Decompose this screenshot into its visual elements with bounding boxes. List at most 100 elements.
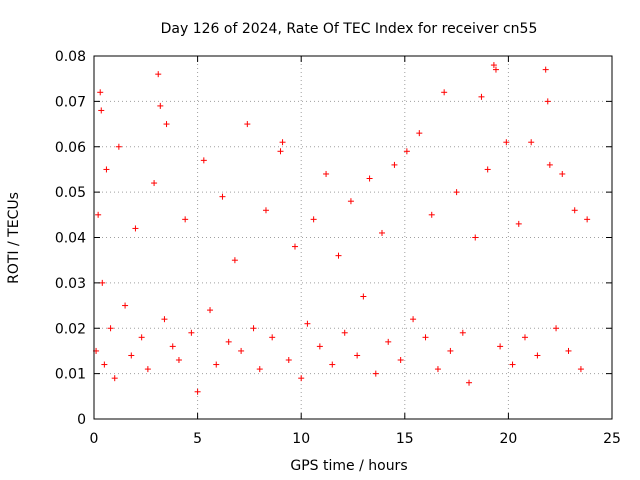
data-point	[101, 361, 108, 368]
data-point	[262, 207, 269, 214]
x-tick-label: 5	[193, 431, 202, 447]
data-point	[503, 139, 510, 146]
data-point	[509, 361, 516, 368]
data-point	[528, 139, 535, 146]
data-point	[99, 279, 106, 286]
data-point	[151, 180, 158, 187]
data-point	[194, 388, 201, 395]
y-tick-label: 0	[77, 412, 86, 428]
data-point	[403, 148, 410, 155]
data-point	[453, 189, 460, 196]
y-tick-label: 0.06	[55, 140, 86, 156]
data-point	[291, 243, 298, 250]
x-tick-label: 0	[90, 431, 99, 447]
data-point	[207, 307, 214, 314]
data-point	[157, 102, 164, 109]
data-point	[584, 216, 591, 223]
data-point	[285, 357, 292, 364]
data-point	[484, 166, 491, 173]
data-point	[428, 211, 435, 218]
data-point	[577, 366, 584, 373]
data-point	[379, 229, 386, 236]
data-point	[434, 366, 441, 373]
data-point	[416, 130, 423, 137]
data-point	[347, 198, 354, 205]
x-tick-label: 15	[396, 431, 414, 447]
data-point	[546, 161, 553, 168]
data-point	[478, 93, 485, 100]
data-point	[544, 98, 551, 105]
y-tick-label: 0.08	[55, 49, 86, 65]
data-point	[256, 366, 263, 373]
data-point	[341, 329, 348, 336]
data-point	[169, 343, 176, 350]
data-point	[559, 170, 566, 177]
data-point	[155, 71, 162, 78]
x-axis-ticks: 0 5 10 15 20 25	[90, 56, 621, 447]
x-tick-label: 20	[499, 431, 517, 447]
data-point	[163, 121, 170, 128]
data-point	[397, 357, 404, 364]
data-point	[459, 329, 466, 336]
data-point	[95, 211, 102, 218]
data-point	[132, 225, 139, 232]
y-tick-label: 0.05	[55, 185, 86, 201]
data-point	[391, 161, 398, 168]
data-point	[238, 347, 245, 354]
chart-title: Day 126 of 2024, Rate Of TEC Index for r…	[161, 21, 538, 37]
data-point	[269, 334, 276, 341]
data-point	[97, 89, 104, 96]
data-point	[521, 334, 528, 341]
data-points	[93, 62, 591, 395]
data-point	[103, 166, 110, 173]
y-tick-label: 0.04	[55, 231, 86, 247]
data-point	[316, 343, 323, 350]
data-point	[277, 148, 284, 155]
data-point	[310, 216, 317, 223]
data-point	[553, 325, 560, 332]
data-point	[571, 207, 578, 214]
x-tick-label: 25	[603, 431, 621, 447]
y-tick-label: 0.03	[55, 276, 86, 292]
data-point	[447, 347, 454, 354]
data-point	[175, 357, 182, 364]
data-point	[250, 325, 257, 332]
data-point	[360, 293, 367, 300]
data-point	[122, 302, 129, 309]
data-point	[497, 343, 504, 350]
data-point	[115, 143, 122, 150]
y-axis-ticks: 0 0.01 0.02 0.03 0.04 0.05 0.06 0.07 0.08	[55, 49, 612, 428]
data-point	[372, 370, 379, 377]
data-point	[144, 366, 151, 373]
data-point	[385, 338, 392, 345]
data-point	[565, 347, 572, 354]
grid-lines	[94, 56, 612, 419]
data-point	[200, 157, 207, 164]
data-point	[515, 220, 522, 227]
data-point	[225, 338, 232, 345]
data-point	[323, 170, 330, 177]
data-point	[441, 89, 448, 96]
data-point	[329, 361, 336, 368]
x-tick-label: 10	[292, 431, 310, 447]
y-tick-label: 0.07	[55, 94, 86, 110]
data-point	[304, 320, 311, 327]
data-point	[534, 352, 541, 359]
data-point	[188, 329, 195, 336]
y-axis-label: ROTI / TECUs	[6, 192, 22, 284]
data-point	[182, 216, 189, 223]
y-tick-label: 0.02	[55, 321, 86, 337]
data-point	[213, 361, 220, 368]
data-point	[161, 316, 168, 323]
data-point	[138, 334, 145, 341]
y-tick-label: 0.01	[55, 367, 86, 383]
data-point	[492, 66, 499, 73]
data-point	[472, 234, 479, 241]
data-point	[542, 66, 549, 73]
data-point	[128, 352, 135, 359]
data-point	[354, 352, 361, 359]
data-point	[111, 375, 118, 382]
data-point	[466, 379, 473, 386]
x-axis-label: GPS time / hours	[290, 458, 407, 474]
